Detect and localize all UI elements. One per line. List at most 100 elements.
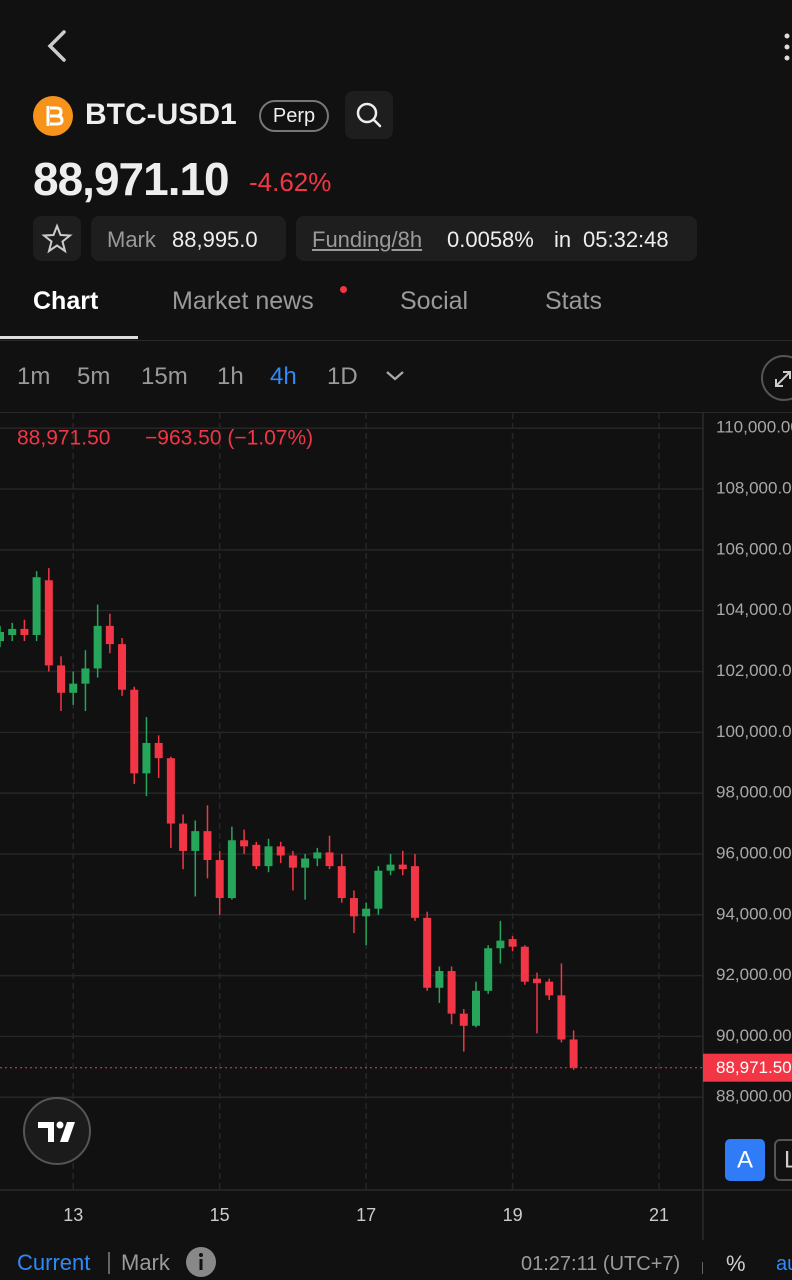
search-icon [356,102,382,128]
y-tick-label: 106,000.00 [716,539,792,558]
candle-body [0,631,4,642]
interval-dropdown[interactable] [384,368,406,384]
candle-body [227,840,236,899]
candle-body [57,665,66,693]
mark-value: 88,995.0 [172,227,258,252]
scale-button [774,1139,792,1181]
candle-body [105,625,114,645]
candle-body [288,855,297,868]
change: -4.62% [249,167,332,197]
interval[interactable]: 15m [141,363,188,390]
y-tick-label: 92,000.00 [716,965,792,984]
candle-body [179,823,188,851]
candle-body [459,1013,468,1026]
candle-body [545,981,554,996]
auto-toggle[interactable]: auto [776,1253,792,1275]
candle-body [118,644,127,690]
funding-countdown: 05:32:48 [583,227,669,252]
candle-body [81,668,90,684]
candle-body [447,971,456,1014]
star-icon [41,223,73,254]
y-tick-label: 96,000.00 [716,843,792,862]
info-icon[interactable] [185,1246,219,1280]
candle-body [313,852,322,859]
candle-body [69,683,78,693]
candle-body [362,908,371,917]
candle-body [8,628,17,635]
funding-label[interactable]: Funding/8h [312,227,423,252]
candle-body [240,840,249,847]
plot-area [0,413,703,1190]
candle-body [398,864,407,870]
mark-label: Mark [107,227,156,252]
candle-body [154,742,163,759]
back-button[interactable] [40,28,76,64]
y-tick-label: 94,000.00 [716,904,792,923]
tab[interactable]: Stats [545,287,602,315]
y-tick-label: 108,000.00 [716,479,792,498]
x-tick-label: 21 [649,1205,669,1225]
symbol: BTC-USD1 [85,98,237,131]
candle-body [569,1039,578,1068]
candle-body [32,577,41,635]
logo-circle [23,1097,91,1165]
funding-box [296,216,697,261]
candle-body [508,939,517,947]
current-toggle[interactable]: Current [17,1250,91,1275]
tradingview-logo [23,1097,91,1165]
divider [0,340,792,341]
candle-body [337,866,346,899]
legend-price: 88,971.50 [17,427,110,450]
candle-body [20,628,29,635]
candle-body [374,870,383,909]
candle-body [215,860,224,899]
scale-button-label: A [737,1146,753,1173]
btc-icon [33,96,73,136]
candle-body [496,940,505,949]
candle-body [471,990,480,1026]
divider [0,412,792,413]
interval[interactable]: 5m [77,363,111,390]
mark-toggle[interactable]: Mark [121,1250,170,1275]
candle-body [520,946,529,982]
tab[interactable]: Social [400,287,469,315]
y-tick-label: 102,000.00 [716,661,792,680]
news-dot [340,286,347,293]
expand-button[interactable] [760,354,792,402]
logo-mark [38,1122,75,1142]
candle-body [410,866,419,918]
interval[interactable]: 1m [17,363,51,390]
candle-body [264,846,273,867]
interval[interactable]: 1D [327,363,358,390]
favorite-button[interactable] [33,216,81,261]
price: 88,971.10 [33,153,230,205]
interval[interactable]: 1h [217,363,244,390]
more-button[interactable] [780,30,792,66]
candle-body [423,917,432,988]
candle-body [325,852,334,867]
candle-body [533,978,542,984]
candle-body [276,846,285,856]
percent-toggle[interactable]: % [726,1251,746,1276]
candle-body [191,831,200,851]
candle-body [93,625,102,669]
candle-body [557,995,566,1040]
candle-body [142,742,151,774]
logo-dot [56,1121,64,1129]
tab[interactable]: Market news [172,287,314,315]
search-button[interactable] [345,91,393,139]
y-tick-label: 100,000.00 [716,722,792,741]
mark-box [91,216,286,261]
tab[interactable]: Chart [33,287,99,315]
perp-badge: Perp [259,100,329,132]
x-tick-label: 13 [63,1205,83,1225]
candle-body [349,898,358,917]
chart: 110,000.00 108,000.00 106,000.00 104,000.00… [0,413,792,1240]
x-tick-label: 15 [210,1205,230,1225]
candle-body [435,971,444,988]
x-tick-label: 19 [503,1205,523,1225]
candle-body [252,844,261,867]
interval[interactable]: 4h [270,363,297,390]
candle-body [484,948,493,991]
